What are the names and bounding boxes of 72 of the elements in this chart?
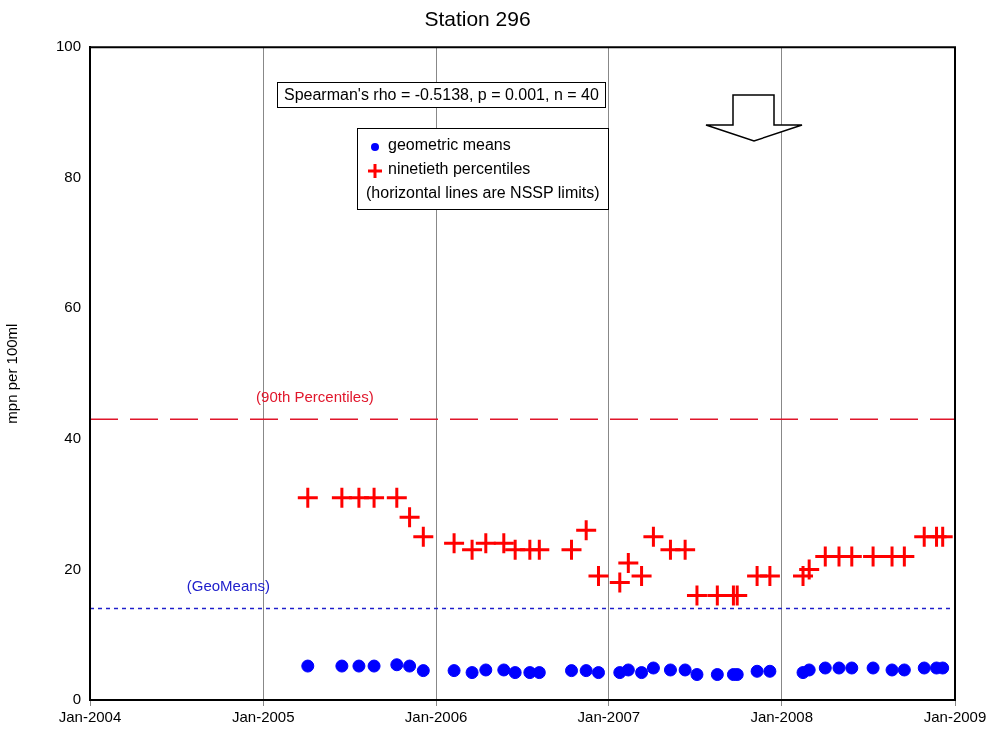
point (818, 661, 832, 675)
x-tick-label: Jan-2008 (750, 708, 813, 726)
point (362, 486, 386, 510)
point (465, 666, 479, 680)
point (641, 525, 665, 549)
point (917, 661, 931, 675)
point (866, 661, 880, 675)
ref-line-label: (GeoMeans) (186, 577, 271, 595)
point (411, 525, 435, 549)
point (574, 518, 598, 542)
point (832, 661, 846, 675)
point (416, 664, 430, 678)
point (447, 664, 461, 678)
chart-title: Station 296 (424, 7, 531, 31)
point (763, 664, 777, 678)
point (591, 666, 605, 680)
legend-label: geometric means (388, 136, 511, 154)
point (885, 663, 899, 677)
y-tick-label: 60 (64, 298, 81, 316)
point (560, 538, 583, 562)
point (685, 584, 709, 608)
y-tick-label: 100 (55, 37, 81, 55)
point (861, 544, 885, 568)
point (403, 659, 417, 673)
y-tick-label: 40 (64, 429, 81, 447)
ref-line-label: (90th Percentiles) (256, 387, 374, 405)
point (442, 531, 466, 555)
annotation: (horizontal lines are NSSP limits) (366, 183, 600, 203)
point (802, 663, 816, 677)
point (621, 663, 635, 677)
x-tick-label: Jan-2006 (404, 708, 468, 726)
y-tick-label: 20 (64, 559, 81, 577)
point (931, 525, 955, 549)
point (635, 666, 649, 680)
point (532, 666, 546, 680)
point (296, 486, 320, 510)
point (579, 664, 593, 678)
point (678, 663, 692, 677)
y-axis-title: mpn per 100ml (3, 323, 21, 424)
point (750, 664, 764, 678)
x-tick-label: Jan-2007 (577, 708, 641, 726)
point (335, 659, 349, 673)
point (301, 659, 315, 673)
x-tick-label: Jan-2009 (923, 708, 987, 726)
point (758, 564, 782, 588)
point (845, 661, 859, 675)
y-tick-label: 0 (72, 690, 81, 708)
annotation: Spearman's rho = -0.5138, p = 0.001, n = 40 (277, 82, 606, 108)
point (646, 661, 660, 675)
point (897, 663, 911, 677)
point (690, 668, 704, 682)
x-tick-label: Jan-2004 (58, 708, 122, 726)
point (367, 659, 381, 673)
point (390, 658, 404, 672)
point (508, 666, 522, 680)
point (791, 564, 815, 588)
y-tick-label: 80 (64, 167, 81, 185)
point (460, 538, 484, 562)
x-tick-label: Jan-2005 (232, 708, 295, 726)
point (497, 663, 511, 677)
point (398, 505, 422, 529)
point (663, 663, 677, 677)
point (385, 486, 409, 510)
point (352, 659, 366, 673)
point (673, 538, 697, 562)
point (586, 564, 610, 588)
point (608, 571, 632, 594)
point (565, 664, 578, 678)
point (797, 557, 821, 581)
point (479, 663, 493, 677)
legend-label: ninetieth percentiles (388, 160, 531, 178)
point (710, 668, 724, 682)
